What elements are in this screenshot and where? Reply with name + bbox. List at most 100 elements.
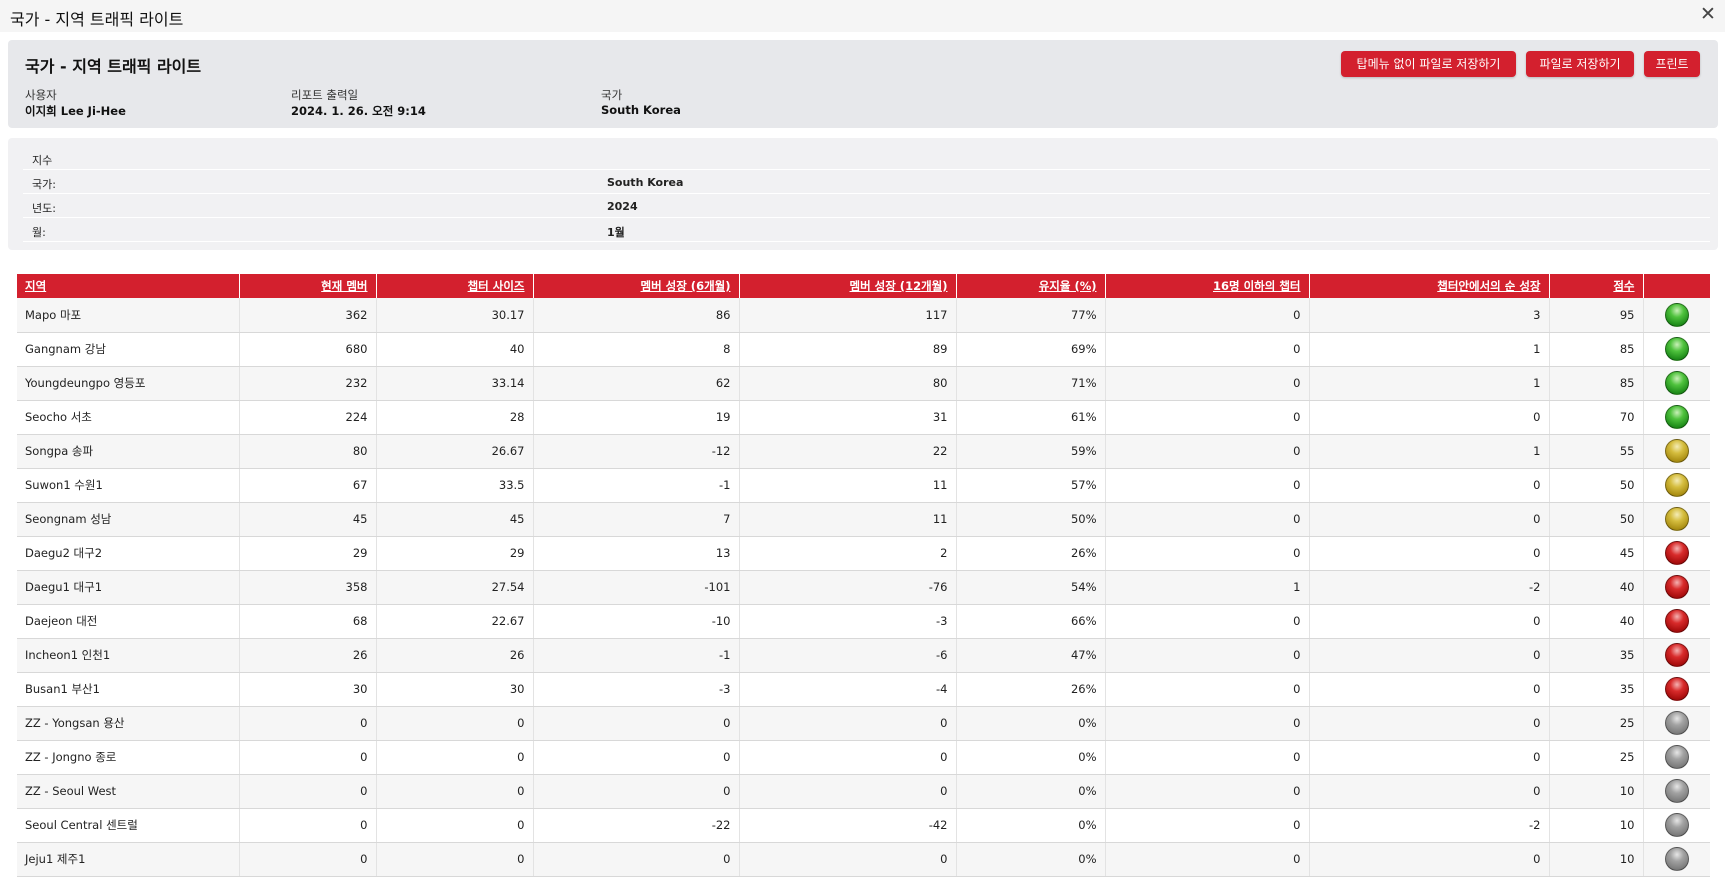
traffic-light-cell <box>1643 434 1710 469</box>
country-value: South Korea <box>601 103 681 117</box>
score-cell: 45 <box>1549 536 1644 571</box>
region-cell: Seongnam 성남 <box>17 502 240 537</box>
region-cell: Suwon1 수원1 <box>17 468 240 503</box>
members-cell: 67 <box>239 468 377 503</box>
growth-12m-cell: 11 <box>739 468 957 503</box>
column-header-small-chapters[interactable]: 16명 이하의 챕터 <box>1105 274 1310 298</box>
score-cell: 40 <box>1549 570 1644 605</box>
growth-6m-cell: -10 <box>533 604 740 639</box>
score-cell: 85 <box>1549 332 1644 367</box>
filter-label: 월: <box>32 226 46 239</box>
retention-cell: 71% <box>956 366 1106 401</box>
column-header-net-growth[interactable]: 챕터안에서의 순 성장 <box>1309 274 1550 298</box>
region-cell: Daejeon 대전 <box>17 604 240 639</box>
print-button[interactable]: 프린트 <box>1644 51 1700 77</box>
members-cell: 0 <box>239 774 377 809</box>
growth-12m-cell: 11 <box>739 502 957 537</box>
table-row: ZZ - Yongsan 용산 0 0 0 0 0% 0 0 25 <box>17 706 1710 741</box>
filter-value: 2024 <box>607 200 638 213</box>
region-cell: Busan1 부산1 <box>17 672 240 707</box>
growth-6m-cell: 13 <box>533 536 740 571</box>
retention-cell: 57% <box>956 468 1106 503</box>
window-title: 국가 - 지역 트래픽 라이트 <box>10 10 184 29</box>
table-row: Youngdeungpo 영등포 232 33.14 62 80 71% 0 1 85 <box>17 366 1710 401</box>
traffic-light-red-icon <box>1664 643 1689 667</box>
user-label: 사용자 <box>25 88 57 102</box>
small-chapters-cell: 0 <box>1105 400 1310 435</box>
traffic-light-cell <box>1643 468 1710 503</box>
filter-panel: 지수 국가: South Korea 년도: 2024 월: 1월 <box>8 138 1718 250</box>
retention-cell: 77% <box>956 298 1106 333</box>
filter-heading: 지수 <box>32 154 53 167</box>
members-cell: 232 <box>239 366 377 401</box>
score-cell: 95 <box>1549 298 1644 333</box>
small-chapters-cell: 0 <box>1105 366 1310 401</box>
traffic-light-table: 지역 현재 멤버 챕터 사이즈 멤버 성장 (6개월) 멤버 성장 (12개월)… <box>17 274 1710 877</box>
growth-6m-cell: -3 <box>533 672 740 707</box>
region-cell: Youngdeungpo 영등포 <box>17 366 240 401</box>
retention-cell: 50% <box>956 502 1106 537</box>
table-header-row: 지역 현재 멤버 챕터 사이즈 멤버 성장 (6개월) 멤버 성장 (12개월)… <box>17 274 1710 298</box>
score-cell: 35 <box>1549 638 1644 673</box>
members-cell: 68 <box>239 604 377 639</box>
region-cell: Jeju1 제주1 <box>17 842 240 877</box>
table-row: Seocho 서초 224 28 19 31 61% 0 0 70 <box>17 400 1710 435</box>
score-cell: 70 <box>1549 400 1644 435</box>
region-cell: Daegu2 대구2 <box>17 536 240 571</box>
save-without-menu-button[interactable]: 탑메뉴 없이 파일로 저장하기 <box>1341 51 1516 77</box>
traffic-light-cell <box>1643 502 1710 537</box>
region-cell: Songpa 송파 <box>17 434 240 469</box>
growth-6m-cell: 86 <box>533 298 740 333</box>
close-icon[interactable]: ✕ <box>1700 3 1716 25</box>
growth-6m-cell: -12 <box>533 434 740 469</box>
traffic-light-cell <box>1643 774 1710 809</box>
column-header-chapter-size[interactable]: 챕터 사이즈 <box>376 274 534 298</box>
traffic-light-cell <box>1643 706 1710 741</box>
table-row: Daejeon 대전 68 22.67 -10 -3 66% 0 0 40 <box>17 604 1710 639</box>
small-chapters-cell: 0 <box>1105 298 1310 333</box>
column-header-members[interactable]: 현재 멤버 <box>239 274 377 298</box>
report-title: 국가 - 지역 트래픽 라이트 <box>25 57 202 76</box>
table-row: Suwon1 수원1 67 33.5 -1 11 57% 0 0 50 <box>17 468 1710 503</box>
column-header-growth-12m[interactable]: 멤버 성장 (12개월) <box>739 274 957 298</box>
chapter-size-cell: 33.14 <box>376 366 534 401</box>
region-cell: Gangnam 강남 <box>17 332 240 367</box>
growth-12m-cell: 117 <box>739 298 957 333</box>
members-cell: 362 <box>239 298 377 333</box>
growth-12m-cell: 0 <box>739 842 957 877</box>
report-date-value: 2024. 1. 26. 오전 9:14 <box>291 104 426 118</box>
column-header-retention[interactable]: 유지율 (%) <box>956 274 1106 298</box>
growth-12m-cell: -4 <box>739 672 957 707</box>
small-chapters-cell: 0 <box>1105 672 1310 707</box>
chapter-size-cell: 45 <box>376 502 534 537</box>
traffic-light-cell <box>1643 842 1710 877</box>
table-row: Daegu2 대구2 29 29 13 2 26% 0 0 45 <box>17 536 1710 571</box>
table-row: ZZ - Seoul West 0 0 0 0 0% 0 0 10 <box>17 774 1710 809</box>
column-header-score[interactable]: 점수 <box>1549 274 1644 298</box>
net-growth-cell: 1 <box>1309 434 1550 469</box>
growth-12m-cell: -6 <box>739 638 957 673</box>
region-cell: ZZ - Yongsan 용산 <box>17 706 240 741</box>
save-to-file-button[interactable]: 파일로 저장하기 <box>1526 51 1634 77</box>
growth-12m-cell: 0 <box>739 706 957 741</box>
score-cell: 25 <box>1549 706 1644 741</box>
traffic-light-green-icon <box>1664 302 1689 327</box>
column-header-region[interactable]: 지역 <box>17 274 240 298</box>
traffic-light-cell <box>1643 604 1710 639</box>
traffic-light-green-icon <box>1664 405 1689 429</box>
traffic-light-gray-icon <box>1664 745 1689 769</box>
region-cell: ZZ - Seoul West <box>17 774 240 809</box>
growth-6m-cell: 0 <box>533 774 740 809</box>
region-cell: Seocho 서초 <box>17 400 240 435</box>
chapter-size-cell: 0 <box>376 842 534 877</box>
table-row: Mapo 마포 362 30.17 86 117 77% 0 3 95 <box>17 298 1710 333</box>
members-cell: 30 <box>239 672 377 707</box>
table-row: ZZ - Jongno 종로 0 0 0 0 0% 0 0 25 <box>17 740 1710 775</box>
chapter-size-cell: 30 <box>376 672 534 707</box>
retention-cell: 0% <box>956 774 1106 809</box>
column-header-growth-6m[interactable]: 멤버 성장 (6개월) <box>533 274 740 298</box>
members-cell: 0 <box>239 808 377 843</box>
filter-row-month: 월: 1월 <box>23 218 1710 242</box>
growth-6m-cell: -1 <box>533 638 740 673</box>
net-growth-cell: -2 <box>1309 808 1550 843</box>
